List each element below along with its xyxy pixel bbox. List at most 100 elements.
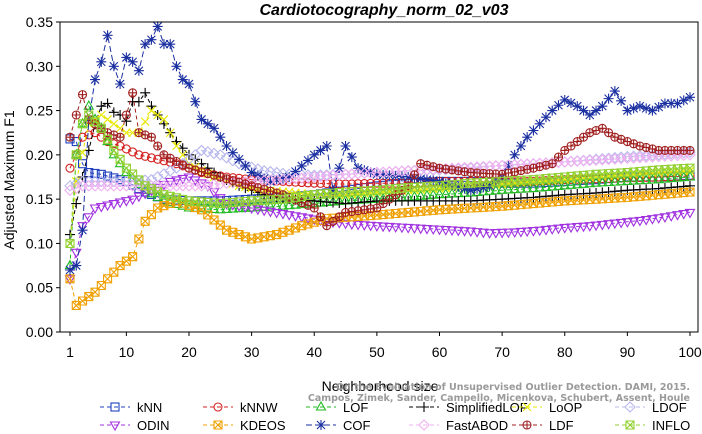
point-lof [227,202,239,213]
point-cof [334,163,345,174]
point-cof [234,154,245,165]
point-odin [540,225,552,236]
point-cof [165,39,176,50]
point-kdeos [65,274,75,284]
point-simplifiedlof [96,101,107,112]
point-cof [246,167,257,178]
point-lof [553,180,564,190]
point-odin [377,222,389,233]
point-ldf [579,133,588,142]
point-lof [527,182,539,193]
point-odin [127,195,139,206]
legend-marker [522,402,532,412]
point-odin [258,206,270,217]
point-cof [302,155,313,166]
point-loop [172,141,181,151]
plot-frame [59,21,699,333]
point-fastabod [333,169,346,181]
point-cof [522,132,533,143]
point-cof [221,141,232,151]
point-cof [271,174,282,185]
point-odin [584,222,596,232]
legend-marker [315,400,327,411]
point-loop [109,119,119,129]
point-cof [578,105,589,116]
legend-label-simplifiedlof: SimplifiedLOF [446,400,528,415]
point-simplifiedlof [108,107,119,118]
point-odin [609,219,621,230]
point-lof [83,100,95,110]
point-fastabod [208,178,220,191]
legend-item-inflo: INFLO [615,418,690,433]
point-cof [328,185,339,196]
point-fastabod [327,169,339,182]
point-odin [114,198,126,209]
point-lof [546,180,558,191]
point-cof [472,183,483,194]
point-loop [159,115,169,124]
point-lof [621,175,633,185]
point-odin [596,220,608,231]
point-simplifiedlof [102,98,113,109]
point-cof [158,39,169,50]
point-cof [146,34,157,45]
point-knn [90,168,100,179]
point-cof [653,102,664,113]
point-lof [634,174,646,185]
point-cof [616,95,627,106]
point-cof [553,100,564,111]
legend-item-ldof: LDOF [615,400,687,415]
point-ldf [604,128,613,137]
point-cof [540,112,551,123]
point-odin [490,229,502,239]
point-odin [653,214,665,224]
point-loop [140,117,150,127]
point-ldf [329,217,338,226]
point-odin [383,222,395,233]
point-ldf [310,204,319,212]
point-cof [403,172,414,182]
point-lof [584,177,596,188]
point-fastabod [195,180,208,192]
point-odin [559,223,571,234]
point-odin [565,223,577,234]
legend-marker [523,421,531,429]
point-odin [553,224,564,235]
legend-marker [418,419,430,431]
point-cof [183,79,194,89]
point-ldf [560,146,569,155]
point-cof [465,185,476,196]
point-lof [534,181,546,192]
point-cof [121,52,132,63]
point-lof [208,203,220,213]
point-ldf [335,212,344,221]
point-cof [566,98,577,109]
point-odin [77,222,88,232]
point-cof [478,182,489,193]
point-knnw [146,153,156,163]
point-lof [264,200,276,211]
point-simplifiedlof [71,198,82,209]
legend-item-simplifiedlof: SimplifiedLOF [409,400,528,415]
point-cof [227,147,238,158]
point-cof [678,95,689,106]
series-ldf [65,88,695,231]
point-cof [603,93,614,104]
legend-item-odin: ODIN [100,418,170,433]
point-ldof [158,168,170,180]
point-odin [496,228,508,239]
point-cof [171,61,182,72]
legend-label-cof: COF [343,418,371,433]
point-odin [252,205,264,216]
point-cof [559,94,570,105]
legend-marker [213,402,223,412]
y-tick-label: 0.30 [26,58,53,74]
point-lof [628,174,640,185]
point-odin [665,212,677,222]
point-odin [578,222,589,233]
point-ldof [677,146,690,159]
point-lof [571,178,583,189]
point-odin [108,200,120,210]
point-cof [597,101,608,112]
point-knnw [359,179,369,189]
